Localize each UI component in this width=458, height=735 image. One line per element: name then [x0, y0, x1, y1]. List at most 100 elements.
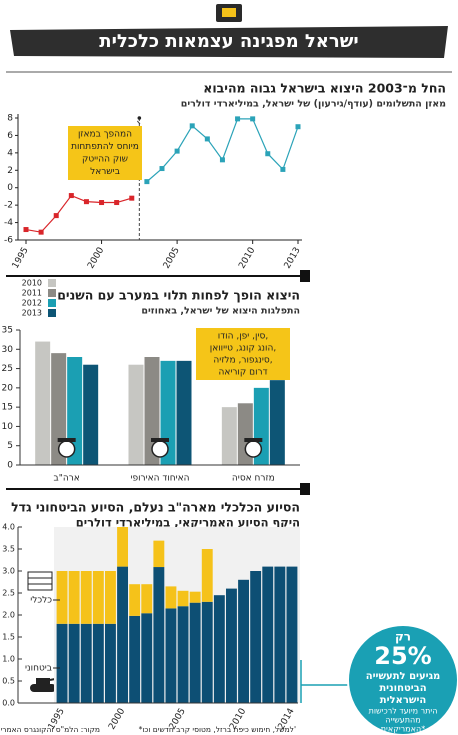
bar — [176, 360, 192, 465]
data-point — [159, 166, 165, 172]
footer-source: מקור: הלמ"ס והקונגרס האמריקאי — [0, 725, 100, 734]
callout-subtext: היתר מיועד לרכישות — [369, 707, 438, 716]
data-point — [174, 148, 180, 154]
category-icon-hat — [244, 438, 263, 442]
y-tick-label: 1.5 — [2, 633, 15, 642]
y-tick-label: 0 — [7, 461, 13, 471]
y-tick-label: -6 — [4, 236, 13, 246]
bar-segment — [68, 571, 80, 624]
bar-segment — [165, 608, 177, 703]
data-point — [204, 136, 210, 142]
data-point — [265, 151, 271, 157]
y-tick-label: 15 — [2, 403, 13, 413]
chart-subtitle: התפלגות היצוא של ישראל, באחוזים — [141, 306, 300, 317]
bar-segment — [177, 606, 189, 703]
bar-segment — [153, 567, 165, 703]
header-icon-note — [222, 8, 236, 17]
x-tick-label: 2010 — [237, 246, 257, 271]
data-point — [23, 227, 29, 233]
data-point — [189, 123, 195, 129]
y-tick-label: 0.0 — [2, 699, 15, 708]
annotation-text: שוק ההייטק — [82, 155, 128, 165]
bar — [51, 353, 67, 465]
annotation-arrow — [136, 120, 141, 125]
legend-label: 2010 — [22, 279, 42, 288]
bar-segment — [117, 566, 128, 703]
bar — [128, 364, 144, 465]
bar-segment — [238, 579, 249, 703]
data-point — [38, 229, 44, 235]
title-banner — [10, 26, 448, 58]
series-label: כלכלי — [30, 596, 52, 606]
category-icon — [151, 440, 169, 458]
legend-swatch — [48, 299, 56, 307]
legend-swatch — [48, 279, 56, 287]
bar — [221, 407, 237, 465]
bar — [83, 364, 99, 465]
y-tick-label: 3.5 — [2, 545, 15, 554]
footer-note: *למשל, חימוש כיפת ברזל, מטוסי קרב חדשים … — [139, 725, 296, 734]
legend-label: 2011 — [22, 289, 42, 298]
annotation-box — [68, 126, 142, 180]
data-point — [250, 116, 256, 122]
y-tick-label: 2 — [7, 166, 13, 176]
bar — [269, 380, 285, 465]
x-tick-label: ארה"ב — [54, 474, 80, 484]
data-point — [219, 157, 225, 163]
bar-segment — [226, 588, 237, 703]
x-tick-label: 2000 — [107, 707, 127, 732]
bar-segment — [177, 590, 189, 607]
callout-text: רק — [395, 630, 411, 644]
callout-subtext: מהתעשייה — [385, 716, 420, 725]
callout-connector — [300, 660, 350, 703]
x-tick-label: 2000 — [86, 246, 106, 271]
separator-flag — [300, 270, 310, 282]
bar-segment — [68, 623, 80, 703]
data-point — [280, 166, 286, 172]
data-point — [53, 213, 59, 219]
chart-title: הסיוע הכלכלי מארה"ב נעלם, הסיוע הביטחוני… — [11, 500, 300, 515]
annotation-box — [196, 328, 290, 380]
bar-segment — [262, 566, 274, 703]
bar-segment — [129, 615, 141, 703]
data-point — [235, 116, 241, 122]
category-icon — [57, 440, 76, 458]
data-point — [114, 200, 120, 206]
bar-segment — [56, 571, 68, 624]
bar-segment — [274, 566, 286, 703]
legend-swatch — [48, 309, 56, 317]
y-tick-label: 35 — [2, 326, 13, 336]
y-tick-label: 25 — [2, 364, 13, 374]
y-tick-label: 30 — [2, 345, 14, 355]
callout-text: הביטחונית — [379, 683, 426, 694]
bar-segment — [105, 571, 116, 624]
y-tick-label: 2.0 — [2, 611, 15, 620]
callout-text: הישראלית — [380, 695, 427, 706]
data-line — [25, 194, 132, 233]
data-point — [83, 199, 89, 205]
y-tick-label: 3.0 — [2, 567, 15, 576]
y-tick-label: 1.0 — [2, 655, 15, 664]
callout-text: 25% — [374, 642, 431, 670]
callout-subtext: האמריקאית* — [381, 725, 425, 734]
bar-segment — [201, 549, 213, 602]
callout-circle — [347, 624, 458, 735]
category-icon — [244, 440, 263, 458]
x-tick-label: האיחוד האירופי — [130, 474, 189, 484]
annotation-text: הונג קונג, טייוואן, — [210, 344, 277, 354]
bar-segment — [165, 586, 177, 609]
chart-subtitle: היקף הסיוע האמריקאי, במיליארדי דולרים — [76, 516, 300, 530]
chart-title: היצוא הופך לפחות תלוי במערב עם השנים — [57, 288, 300, 303]
y-tick-label: 10 — [2, 422, 14, 432]
x-tick-label: 2005 — [162, 246, 182, 271]
y-tick-label: 2.5 — [2, 589, 15, 598]
y-tick-label: -4 — [4, 218, 13, 228]
category-icon-hat — [151, 438, 169, 442]
bar-segment — [141, 613, 153, 703]
y-tick-label: 0.5 — [2, 677, 15, 686]
y-tick-label: 0 — [7, 183, 13, 193]
category-icon-hat — [57, 438, 76, 442]
bar-segment — [129, 584, 141, 616]
annotation-text: סין, יפן, הודו, — [218, 332, 268, 342]
